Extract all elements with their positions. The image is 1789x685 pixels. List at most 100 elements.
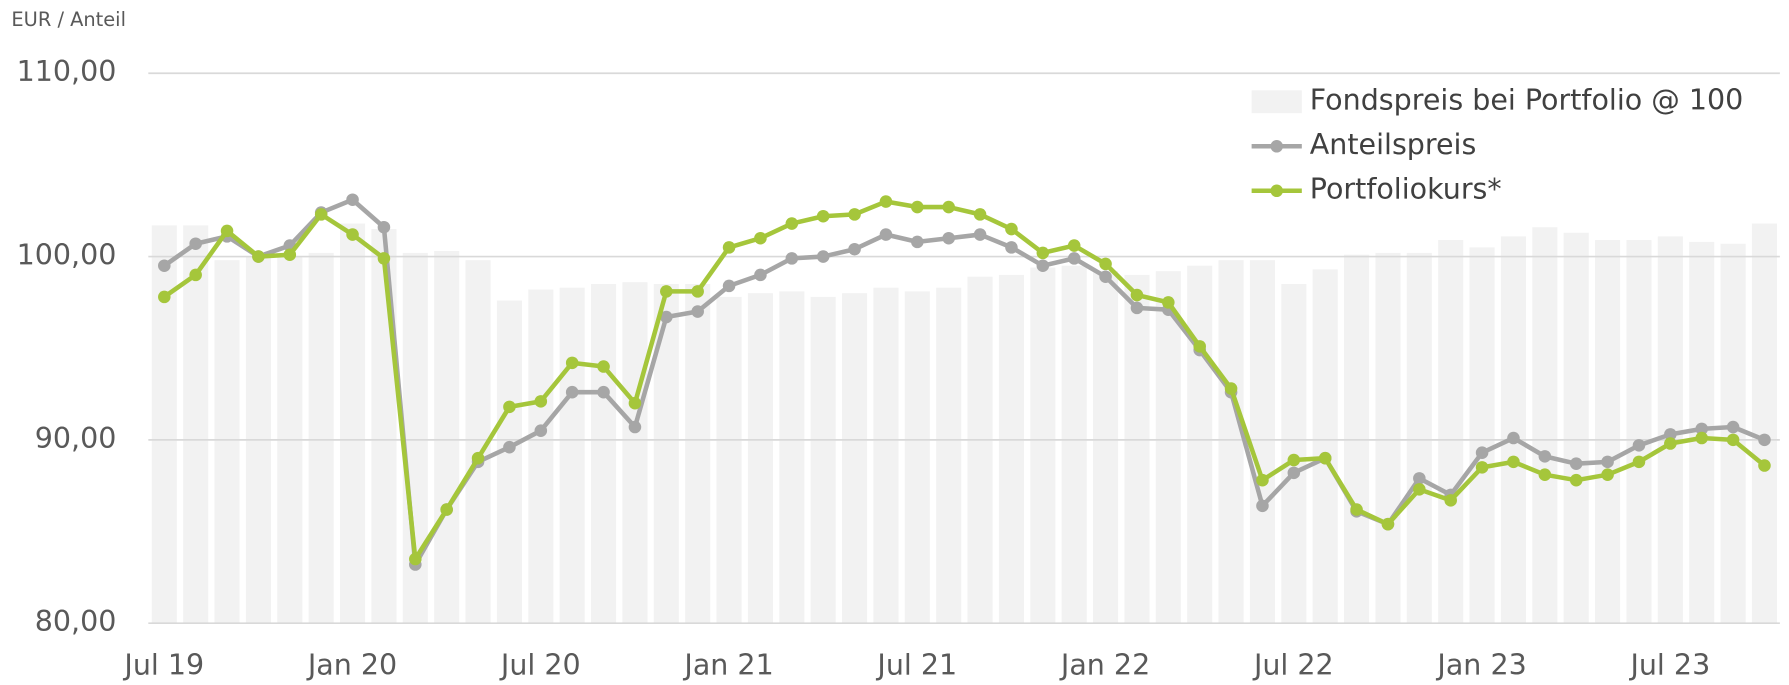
point: [503, 440, 516, 454]
point: [879, 195, 893, 208]
bar: [873, 287, 899, 624]
point: [848, 208, 861, 221]
point: [597, 385, 610, 399]
y-tick-label: 110,00: [17, 55, 117, 88]
bar: [1375, 252, 1401, 624]
point: [691, 285, 704, 298]
point: [1475, 446, 1489, 459]
point: [628, 420, 642, 434]
point: [1256, 499, 1269, 513]
point: [1695, 422, 1708, 436]
point: [754, 231, 767, 245]
bar: [779, 291, 805, 624]
bar: [340, 223, 366, 624]
point: [973, 228, 987, 241]
point: [754, 268, 767, 282]
bar: [1469, 247, 1495, 624]
point: [816, 250, 830, 263]
point: [220, 224, 234, 238]
point: [1695, 431, 1708, 445]
bar: [1500, 236, 1527, 624]
point: [1256, 473, 1269, 487]
bar: [559, 287, 585, 624]
bar: [810, 296, 836, 624]
point: [1350, 503, 1363, 516]
bar: [936, 287, 962, 624]
bar: [1124, 274, 1150, 624]
point: [1507, 431, 1520, 445]
point: [1036, 246, 1050, 260]
x-tick-label: Jan 20: [306, 649, 397, 682]
point: [1726, 420, 1740, 434]
bar: [747, 293, 773, 624]
point: [1099, 270, 1112, 283]
bar: [716, 296, 742, 624]
bar: [967, 276, 993, 624]
point: [377, 220, 391, 234]
bar: [183, 225, 209, 624]
point: [565, 385, 579, 399]
point: [1664, 428, 1677, 441]
point: [1287, 466, 1301, 480]
bar: [496, 300, 522, 624]
point: [189, 268, 202, 282]
point: [1005, 241, 1018, 254]
point: [1444, 494, 1457, 507]
point: [314, 208, 328, 221]
point: [503, 400, 516, 414]
point: [911, 235, 924, 249]
bar: [1249, 260, 1276, 624]
point: [1632, 439, 1646, 452]
point: [942, 200, 955, 214]
bar: [1093, 271, 1119, 624]
point: [158, 259, 171, 272]
bar: [1218, 260, 1244, 624]
point: [1475, 461, 1489, 474]
point: [1726, 433, 1740, 447]
bar: [1751, 223, 1778, 624]
point: [1569, 473, 1583, 487]
point: [1381, 517, 1395, 531]
x-tick-label: Jul 23: [1628, 649, 1710, 682]
point: [534, 424, 548, 437]
bar: [1155, 271, 1181, 624]
bar: [1720, 243, 1746, 624]
bar: [904, 291, 930, 624]
y-tick-label: 80,00: [35, 605, 117, 638]
y-tick-label: 100,00: [17, 239, 117, 272]
point: [722, 279, 736, 293]
point: [1569, 457, 1583, 470]
point: [409, 552, 422, 566]
point: [942, 231, 955, 245]
point: [1601, 455, 1614, 469]
legend-swatch: [1251, 90, 1302, 114]
point: [346, 193, 359, 206]
point: [879, 228, 893, 241]
legend-swatch: [1270, 184, 1283, 198]
point: [628, 396, 642, 410]
bar: [1438, 240, 1464, 624]
point: [1413, 472, 1426, 485]
bar: [308, 252, 334, 624]
bar: [1563, 232, 1589, 624]
y-tick-label: 90,00: [35, 422, 117, 455]
point: [911, 200, 924, 214]
bar: [1281, 284, 1307, 624]
x-tick-label: Jan 22: [1059, 649, 1150, 682]
point: [377, 252, 391, 265]
point: [1130, 301, 1144, 315]
bar: [998, 274, 1024, 624]
point: [346, 228, 359, 241]
point: [440, 503, 453, 516]
x-tick-label: Jul 19: [122, 649, 204, 682]
bar: [528, 289, 554, 624]
point: [660, 310, 673, 324]
point: [158, 290, 171, 304]
bar: [653, 284, 679, 624]
point: [1036, 259, 1050, 272]
bar: [1626, 240, 1652, 624]
bar: [151, 225, 177, 624]
point: [471, 451, 485, 465]
y-axis-label: EUR / Anteil: [11, 8, 126, 31]
point: [1507, 455, 1520, 469]
